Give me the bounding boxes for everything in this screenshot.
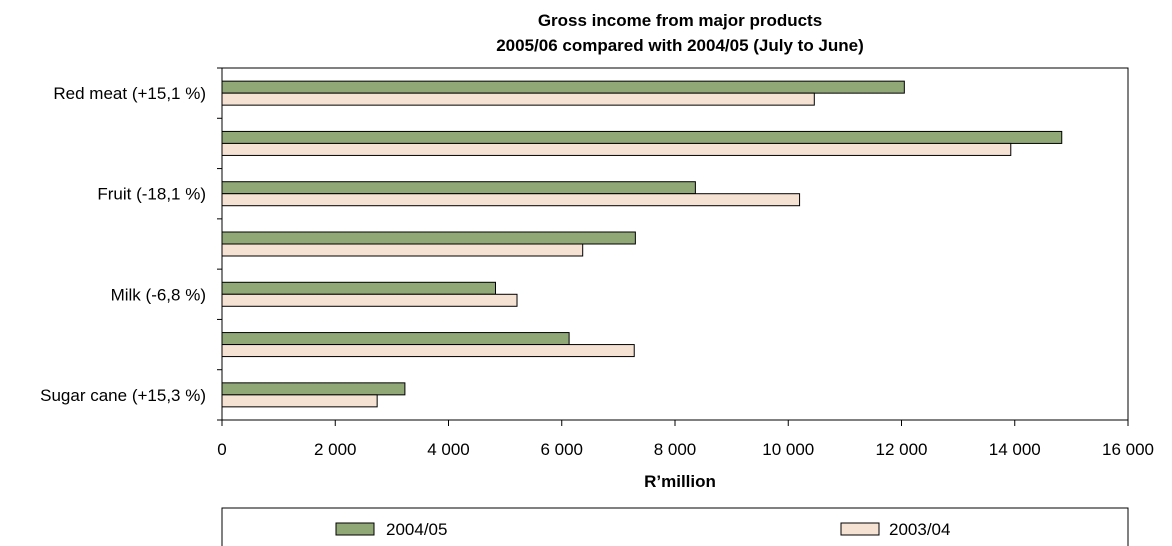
- bar-2003-04-row-5: [221, 344, 635, 358]
- bar-2003-04-row-1: [221, 142, 1012, 156]
- bar-2004-05-row-0: [221, 80, 905, 94]
- bars-group: [221, 80, 1063, 408]
- x-tick-label: 0: [217, 440, 226, 459]
- chart-title: Gross income from major products: [538, 11, 822, 30]
- legend-label-2003-04: 2003/04: [889, 520, 950, 539]
- x-tick-label: 12 000: [876, 440, 928, 459]
- bar-2004-05-row-4: [221, 281, 496, 295]
- bar-2003-04-row-3: [221, 243, 584, 257]
- x-axis-tick-labels: 0 2 000 4 000 6 000 8 000 10 000 12 000 14 000 1…: [217, 440, 1154, 459]
- x-axis-ticks: [221, 420, 1129, 426]
- chart-subtitle: 2005/06 compared with 2004/05 (July to J…: [496, 36, 864, 55]
- x-tick-label: 10 000: [762, 440, 814, 459]
- legend-swatch-2003-04: [840, 522, 880, 536]
- bar-2004-05-row-1: [221, 130, 1063, 144]
- y-axis-ticks: [217, 67, 222, 421]
- x-tick-label: 2 000: [314, 440, 357, 459]
- category-label: Fruit (-18,1 %): [97, 185, 206, 204]
- x-tick-label: 14 000: [989, 440, 1041, 459]
- legend-swatch-2004-05: [335, 522, 375, 536]
- bar-2003-04-row-2: [221, 193, 801, 207]
- x-axis-label: R’million: [644, 472, 716, 491]
- bar-2004-05-row-6: [221, 382, 406, 396]
- category-label: Milk (-6,8 %): [111, 285, 206, 304]
- legend-label-2004-05: 2004/05: [386, 520, 447, 539]
- bar-2003-04-row-6: [221, 394, 378, 408]
- x-tick-label: 8 000: [654, 440, 697, 459]
- bar-2003-04-row-4: [221, 293, 518, 307]
- x-tick-label: 4 000: [427, 440, 470, 459]
- x-tick-label: 6 000: [540, 440, 583, 459]
- x-tick-label: 16 000: [1102, 440, 1154, 459]
- category-label: Red meat (+15,1 %): [53, 84, 206, 103]
- y-axis-category-labels: Red meat (+15,1 %) Fruit (-18,1 %) Milk (-…: [40, 84, 206, 405]
- bar-2004-05-row-3: [221, 231, 636, 245]
- bar-2003-04-row-0: [221, 92, 815, 106]
- category-label: Sugar cane (+15,3 %): [40, 386, 206, 405]
- bar-2004-05-row-2: [221, 181, 696, 195]
- bar-2004-05-row-5: [221, 332, 570, 346]
